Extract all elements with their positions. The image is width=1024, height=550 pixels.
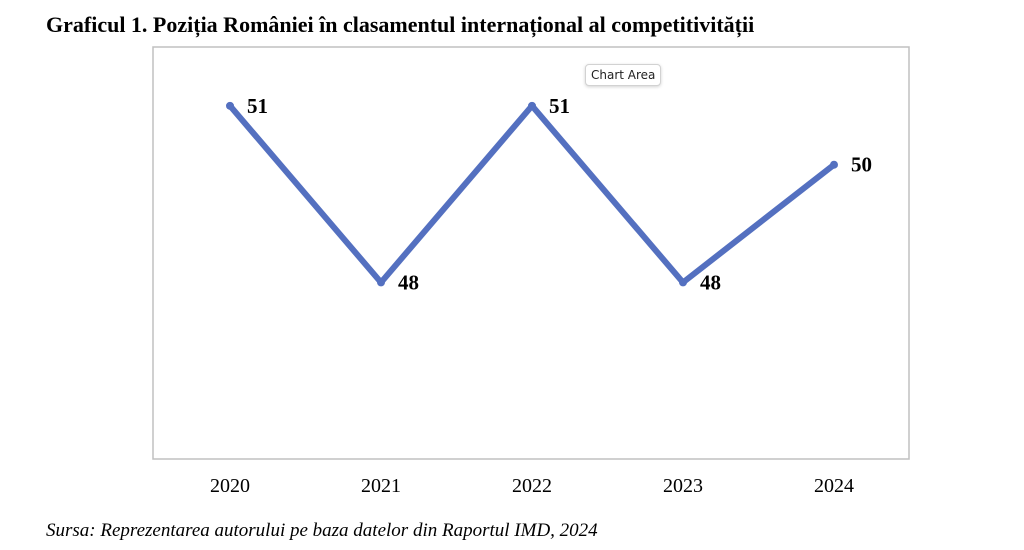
source-note: Sursa: Reprezentarea autorului pe baza d…: [46, 520, 598, 541]
series-layer: [226, 101, 838, 287]
data-label-2024: 50: [851, 153, 872, 177]
data-label-layer: 51 48 51 48 50: [247, 94, 872, 295]
x-tick-label-2023: 2023: [663, 475, 703, 497]
x-tick-label-2022: 2022: [512, 475, 552, 497]
data-point-2023[interactable]: [679, 278, 687, 287]
plot-area[interactable]: [152, 46, 910, 460]
x-tick-label-2024: 2024: [814, 475, 854, 497]
data-label-2022: 51: [549, 94, 570, 118]
data-label-2020: 51: [247, 94, 268, 118]
data-point-2021[interactable]: [377, 278, 385, 287]
data-label-2021: 48: [398, 270, 419, 294]
data-point-2024[interactable]: [830, 160, 838, 169]
chart-area-tooltip: Chart Area: [585, 64, 662, 86]
x-axis-tick-labels: 2020 2021 2022 2023 2024: [210, 475, 854, 497]
chart-title: Graficul 1. Poziția României în clasamen…: [46, 12, 755, 37]
data-point-2022[interactable]: [528, 101, 536, 110]
x-tick-label-2021: 2021: [361, 475, 401, 497]
data-label-2023: 48: [700, 270, 721, 294]
data-point-2020[interactable]: [226, 101, 234, 110]
x-tick-label-2020: 2020: [210, 475, 250, 497]
